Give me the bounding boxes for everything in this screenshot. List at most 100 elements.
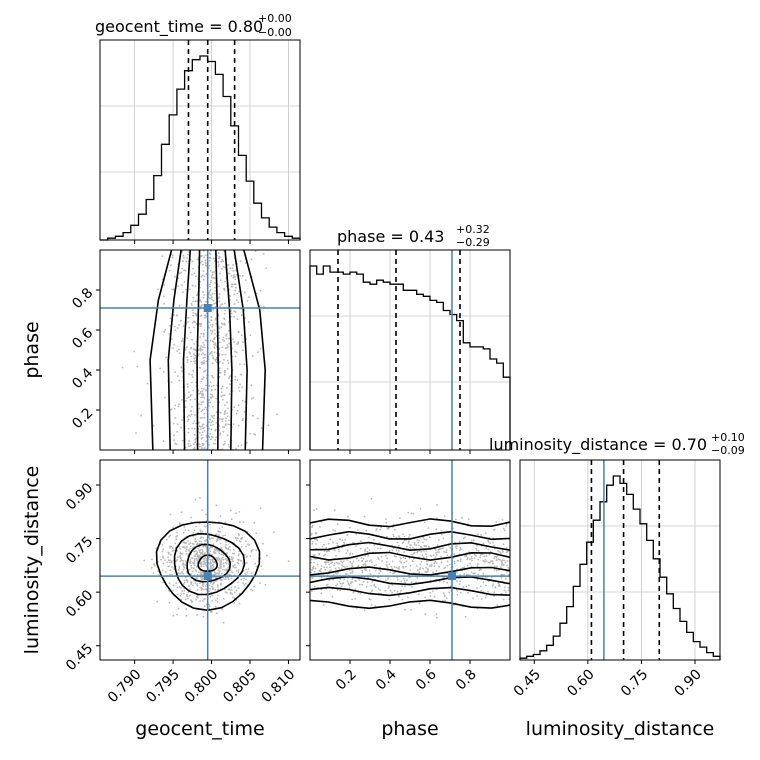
sample-point	[219, 542, 222, 545]
sample-point	[402, 565, 404, 568]
sample-point	[218, 255, 221, 258]
sample-point	[462, 537, 465, 540]
sample-point	[208, 283, 211, 286]
sample-point	[507, 589, 510, 592]
sample-point	[211, 559, 214, 562]
sample-point	[210, 435, 213, 438]
sample-point	[442, 580, 445, 583]
sample-point	[224, 440, 226, 443]
sample-point	[244, 401, 247, 403]
sample-point	[187, 445, 190, 447]
title-phase-down: −0.29	[456, 236, 490, 249]
sample-point	[378, 572, 380, 575]
sample-point	[182, 572, 185, 575]
sample-point	[391, 591, 394, 594]
sample-point	[215, 599, 217, 602]
sample-point	[489, 542, 491, 544]
sample-point	[214, 360, 217, 362]
sample-point	[189, 331, 192, 334]
sample-point	[205, 525, 207, 528]
sample-point	[226, 560, 228, 562]
sample-point	[188, 543, 190, 545]
sample-point	[246, 543, 249, 546]
sample-point	[506, 564, 508, 567]
sample-point	[185, 550, 187, 553]
sample-point	[386, 577, 389, 580]
sample-point	[391, 584, 394, 586]
sample-point	[242, 562, 244, 565]
sample-point	[396, 590, 399, 593]
sample-point	[200, 353, 203, 356]
sample-point	[203, 346, 206, 349]
sample-point	[210, 352, 213, 354]
sample-point	[197, 547, 200, 550]
sample-point	[218, 572, 221, 574]
sample-point	[413, 547, 416, 550]
sample-point	[429, 595, 432, 597]
sample-point	[250, 588, 253, 591]
sample-point	[202, 400, 204, 403]
sample-point	[332, 541, 334, 544]
sample-point	[504, 525, 507, 527]
sample-point	[192, 300, 195, 303]
x-tick-label: 0.45	[511, 666, 544, 699]
sample-point	[194, 354, 197, 357]
sample-point	[194, 441, 197, 443]
sample-point	[191, 338, 194, 341]
sample-point	[201, 260, 203, 263]
sample-point	[189, 415, 192, 417]
sample-point	[175, 560, 177, 563]
sample-point	[400, 561, 403, 564]
sample-point	[224, 420, 227, 422]
sample-point	[178, 586, 181, 588]
sample-point	[467, 584, 470, 587]
sample-point	[438, 551, 440, 554]
sample-point	[367, 555, 369, 557]
sample-point	[220, 387, 223, 390]
sample-point	[167, 556, 169, 559]
sample-point	[258, 582, 261, 584]
sample-point	[430, 563, 433, 566]
sample-point	[413, 543, 416, 546]
sample-point	[346, 565, 349, 568]
sample-point	[259, 347, 262, 350]
sample-point	[497, 549, 499, 552]
sample-point	[400, 557, 402, 560]
sample-point	[324, 561, 327, 564]
contour-line	[149, 250, 267, 450]
sample-point	[235, 570, 238, 572]
sample-point	[415, 565, 418, 567]
sample-point	[210, 421, 213, 424]
sample-point	[185, 552, 188, 555]
sample-point	[430, 555, 433, 558]
sample-point	[203, 275, 206, 277]
sample-point	[180, 511, 183, 514]
sample-point	[223, 413, 226, 415]
sample-point	[165, 538, 168, 541]
sample-point	[157, 570, 160, 573]
sample-point	[169, 325, 171, 327]
sample-point	[205, 540, 207, 542]
sample-point	[402, 533, 404, 535]
sample-point	[208, 568, 211, 571]
sample-point	[233, 341, 236, 344]
sample-point	[211, 273, 214, 276]
sample-point	[255, 565, 258, 568]
sample-point	[484, 596, 487, 599]
sample-point	[316, 539, 319, 542]
sample-point	[443, 515, 446, 517]
sample-point	[469, 562, 471, 565]
sample-point	[203, 559, 206, 561]
sample-point	[412, 558, 415, 560]
sample-point	[500, 560, 503, 562]
sample-point	[181, 370, 184, 373]
sample-point	[419, 566, 422, 569]
sample-point	[169, 513, 172, 516]
sample-point	[208, 443, 210, 446]
sample-point	[491, 584, 494, 587]
sample-point	[178, 304, 181, 307]
sample-point	[265, 554, 268, 557]
sample-point	[214, 573, 217, 575]
sample-point	[238, 602, 241, 605]
sample-point	[214, 571, 216, 574]
